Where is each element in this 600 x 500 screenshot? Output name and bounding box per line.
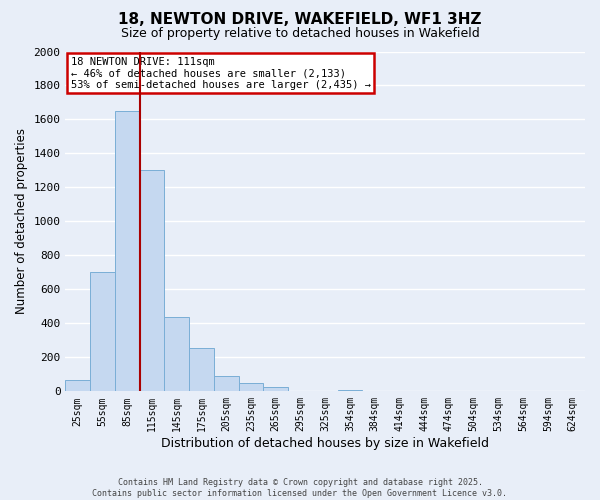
Text: 18, NEWTON DRIVE, WAKEFIELD, WF1 3HZ: 18, NEWTON DRIVE, WAKEFIELD, WF1 3HZ — [118, 12, 482, 28]
Y-axis label: Number of detached properties: Number of detached properties — [15, 128, 28, 314]
Bar — [214, 376, 239, 392]
Bar — [140, 170, 164, 392]
Bar — [164, 316, 189, 392]
Bar — [90, 272, 115, 392]
Bar — [115, 111, 140, 392]
Text: Contains HM Land Registry data © Crown copyright and database right 2025.
Contai: Contains HM Land Registry data © Crown c… — [92, 478, 508, 498]
Bar — [239, 383, 263, 392]
Bar — [189, 348, 214, 392]
Text: 18 NEWTON DRIVE: 111sqm
← 46% of detached houses are smaller (2,133)
53% of semi: 18 NEWTON DRIVE: 111sqm ← 46% of detache… — [71, 56, 371, 90]
X-axis label: Distribution of detached houses by size in Wakefield: Distribution of detached houses by size … — [161, 437, 489, 450]
Bar — [65, 380, 90, 392]
Bar — [338, 390, 362, 392]
Text: Size of property relative to detached houses in Wakefield: Size of property relative to detached ho… — [121, 28, 479, 40]
Bar — [263, 387, 288, 392]
